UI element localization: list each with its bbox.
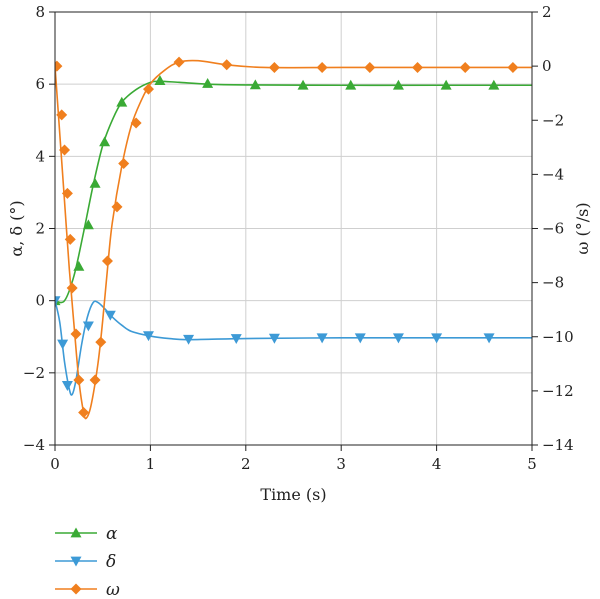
y-left-tick-label: −2 xyxy=(23,364,45,382)
data-point-marker xyxy=(104,310,116,321)
x-tick-label: 2 xyxy=(241,455,251,473)
y-left-tick-label: 2 xyxy=(35,220,45,238)
series-line xyxy=(55,80,532,304)
y-right-tick-label: −6 xyxy=(542,220,564,238)
x-tick-label: 3 xyxy=(336,455,346,473)
y-right-tick-label: −4 xyxy=(542,165,564,183)
x-axis-title: Time (s) xyxy=(260,485,326,504)
data-point-marker xyxy=(55,296,61,307)
legend-marker xyxy=(70,583,82,595)
legend-label: δ xyxy=(106,552,116,572)
data-point-marker xyxy=(78,407,90,419)
data-point-marker xyxy=(507,61,519,73)
data-point-marker xyxy=(392,79,404,90)
legend-marker xyxy=(70,527,82,538)
series-α xyxy=(55,75,532,306)
y-right-tick-label: 0 xyxy=(542,57,552,75)
legend-label: ω xyxy=(106,580,120,599)
y-right-tick-label: 2 xyxy=(542,3,552,21)
y-left-axis-title: α, δ (°) xyxy=(7,200,26,256)
data-point-marker xyxy=(354,333,366,344)
y-right-tick-label: −12 xyxy=(542,382,574,400)
plot-series xyxy=(55,56,532,420)
legend-label: α xyxy=(106,524,118,544)
grid xyxy=(55,12,532,445)
y-right-tick-label: −14 xyxy=(542,436,574,454)
data-point-marker xyxy=(57,339,69,350)
legend-marker xyxy=(70,556,82,567)
data-point-marker xyxy=(221,59,233,71)
data-point-marker xyxy=(154,75,166,85)
x-tick-label: 1 xyxy=(146,455,156,473)
series-line xyxy=(55,59,532,420)
data-point-marker xyxy=(183,334,195,345)
data-point-marker xyxy=(173,56,185,68)
data-point-marker xyxy=(70,328,82,340)
data-point-marker xyxy=(230,334,242,345)
legend: αδω xyxy=(55,524,120,599)
data-point-marker xyxy=(73,374,85,386)
data-point-marker xyxy=(268,333,280,344)
data-point-marker xyxy=(249,79,261,90)
data-point-marker xyxy=(431,333,443,344)
series-line xyxy=(55,300,532,396)
y-left-tick-label: 0 xyxy=(35,292,45,310)
y-right-tick-label: −2 xyxy=(542,111,564,129)
data-point-marker xyxy=(459,61,471,73)
axes: 0 1 2 3 4 5 −4 −2 0 2 4 6 8 −14 −12 −10 −8 −6 −4 −2 0 2 xyxy=(23,3,574,473)
y-right-axis-title: ω (°/s) xyxy=(573,202,592,254)
data-point-marker xyxy=(118,158,130,170)
x-tick-label: 4 xyxy=(432,455,442,473)
data-point-marker xyxy=(61,381,73,391)
data-point-marker xyxy=(268,61,280,73)
data-point-marker xyxy=(364,61,376,73)
data-point-marker xyxy=(89,374,101,386)
legend-item: α xyxy=(55,524,118,544)
data-point-marker xyxy=(116,96,128,107)
y-right-tick-label: −10 xyxy=(542,328,574,346)
data-point-marker xyxy=(297,79,309,90)
data-point-marker xyxy=(130,117,142,129)
data-point-marker xyxy=(142,83,154,95)
data-point-marker xyxy=(55,60,63,72)
data-point-marker xyxy=(412,61,424,73)
x-tick-label: 5 xyxy=(527,455,537,473)
data-point-marker xyxy=(488,79,500,90)
series-δ xyxy=(55,296,532,396)
data-point-marker xyxy=(316,333,328,344)
data-point-marker xyxy=(64,233,76,245)
data-point-marker xyxy=(345,79,357,90)
data-point-marker xyxy=(142,331,154,342)
data-point-marker xyxy=(66,282,78,294)
y-left-tick-label: −4 xyxy=(23,436,45,454)
y-left-tick-label: 6 xyxy=(35,75,45,93)
data-point-marker xyxy=(61,187,73,199)
data-point-marker xyxy=(59,144,71,156)
legend-item: δ xyxy=(55,552,116,572)
y-left-tick-label: 8 xyxy=(35,3,45,21)
data-point-marker xyxy=(73,260,85,271)
data-point-marker xyxy=(95,336,107,348)
data-point-marker xyxy=(111,201,123,213)
data-point-marker xyxy=(82,219,94,230)
y-left-tick-label: 4 xyxy=(35,147,45,165)
legend-item: ω xyxy=(55,580,120,599)
data-point-marker xyxy=(101,255,113,267)
data-point-marker xyxy=(99,136,111,147)
data-point-marker xyxy=(202,77,214,88)
data-point-marker xyxy=(483,333,495,344)
data-point-marker xyxy=(440,79,452,90)
x-tick-label: 0 xyxy=(50,455,60,473)
series-ω xyxy=(55,56,532,420)
data-point-marker xyxy=(56,109,68,121)
data-point-marker xyxy=(82,321,94,332)
data-point-marker xyxy=(89,177,101,188)
data-point-marker xyxy=(392,333,404,344)
y-right-tick-label: −8 xyxy=(542,274,564,292)
data-point-marker xyxy=(316,61,328,73)
